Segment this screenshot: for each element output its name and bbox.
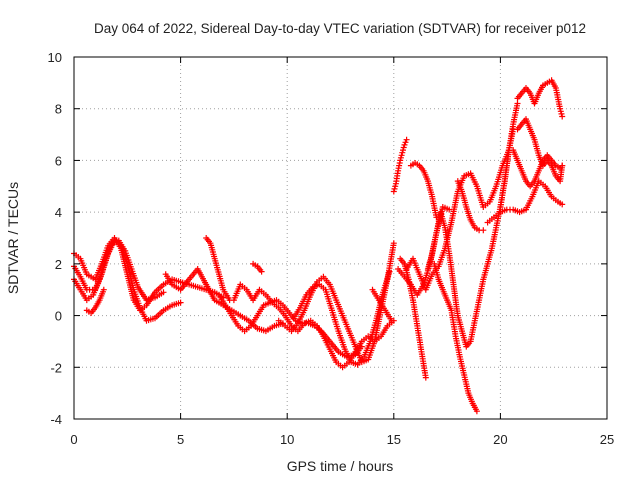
y-tick-label: 8 xyxy=(55,102,62,117)
y-tick-labels: -4 -2 0 2 4 6 8 10 xyxy=(48,50,62,427)
data-point xyxy=(258,268,265,275)
plot-frame xyxy=(73,56,608,420)
data-point xyxy=(177,299,184,306)
y-tick-label: 6 xyxy=(55,153,62,168)
data-point xyxy=(557,105,564,112)
data-point xyxy=(390,240,397,247)
chart-title: Day 064 of 2022, Sidereal Day-to-day VTE… xyxy=(94,21,586,36)
data-marks xyxy=(71,77,566,415)
data-point xyxy=(386,268,393,275)
x-tick-labels: 0 5 10 15 20 25 xyxy=(70,432,614,447)
data-point xyxy=(559,201,566,208)
data-point xyxy=(100,286,107,293)
data-point xyxy=(559,162,566,169)
x-tick-label: 15 xyxy=(387,432,401,447)
data-point xyxy=(160,289,167,296)
data-point xyxy=(403,136,410,143)
data-point xyxy=(388,317,395,324)
data-point xyxy=(422,374,429,381)
data-point xyxy=(559,113,566,120)
x-tick-label: 20 xyxy=(493,432,507,447)
y-tick-label: 10 xyxy=(48,50,62,65)
x-tick-label: 25 xyxy=(600,432,614,447)
x-axis-label: GPS time / hours xyxy=(287,458,394,474)
axis-ticks xyxy=(73,56,608,420)
y-tick-label: 4 xyxy=(55,205,62,220)
x-tick-label: 10 xyxy=(280,432,294,447)
y-axis-label: SDTVAR / TECUs xyxy=(5,182,21,294)
x-tick-label: 5 xyxy=(177,432,184,447)
x-tick-label: 0 xyxy=(70,432,77,447)
y-tick-label: 2 xyxy=(55,257,62,272)
data-point xyxy=(480,227,487,234)
data-point xyxy=(473,408,480,415)
y-tick-label: -4 xyxy=(50,412,62,427)
y-tick-label: 0 xyxy=(55,309,62,324)
y-tick-label: -2 xyxy=(50,360,62,375)
data-point xyxy=(514,100,521,107)
data-point xyxy=(446,206,453,213)
